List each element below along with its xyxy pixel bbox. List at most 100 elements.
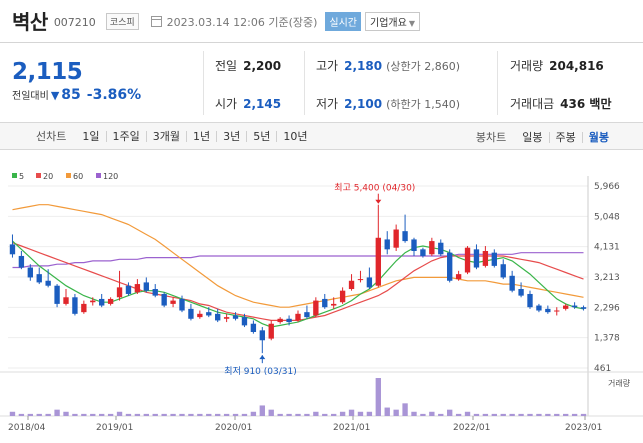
high-label: 고가	[316, 59, 339, 73]
candle-body	[223, 317, 230, 319]
low-label: 저가	[316, 97, 339, 111]
volume-bar	[536, 413, 542, 416]
legend-label-20: 20	[43, 172, 53, 181]
candle-body	[295, 313, 301, 321]
volume-bar	[223, 413, 230, 416]
candle-body	[304, 312, 310, 318]
volume-bar	[27, 413, 33, 416]
high-cell: 고가 2,180 (상한가 2,860)	[316, 57, 460, 74]
candle-body	[545, 308, 551, 313]
volume-bar	[580, 413, 587, 416]
tab-line-3y[interactable]: 3년	[216, 130, 246, 142]
tab-candle-weekly[interactable]: 주봉	[548, 131, 582, 143]
candle-body	[518, 289, 524, 296]
volume-bar	[545, 413, 551, 416]
volume-bar	[339, 411, 346, 416]
legend-swatch-120	[96, 173, 101, 178]
volume-bar	[571, 413, 578, 416]
volume-bar	[206, 413, 212, 416]
company-overview-button[interactable]: 기업개요 ▼	[365, 12, 420, 31]
tab-line-10y[interactable]: 10년	[276, 130, 313, 142]
candle-body	[331, 303, 337, 306]
candle-body	[232, 315, 239, 319]
volume-bar	[188, 413, 194, 416]
candle-body	[125, 285, 132, 294]
change-value: 85	[61, 87, 81, 103]
y-tick-label: 5,966	[594, 182, 620, 192]
volume-bar	[464, 411, 471, 416]
candle-body	[90, 300, 96, 303]
x-tick-label: 2018/04	[8, 423, 46, 433]
volume-bar	[9, 411, 16, 416]
volume-bar	[161, 413, 167, 416]
tab-line-1d[interactable]: 1일	[82, 129, 100, 143]
candle-body	[322, 298, 328, 308]
stock-chart-area: 5 20 60 120 5,966 5,048 4,131 3,213 2,296 1,378 46…	[0, 150, 643, 443]
volume-bar	[348, 409, 355, 416]
volume-bar	[63, 411, 69, 416]
candle-body	[134, 284, 141, 293]
volume-bar	[429, 411, 435, 416]
volume-bar	[99, 413, 105, 416]
legend-label-5: 5	[19, 172, 24, 181]
realtime-button[interactable]: 실시간	[325, 12, 362, 31]
volume-bar	[116, 411, 123, 416]
open-cell: 시가 2,145	[215, 95, 281, 112]
volume-bar	[473, 413, 480, 416]
candle-body	[464, 247, 471, 273]
volume-bar	[482, 413, 489, 416]
tab-line-3m[interactable]: 3개월	[145, 130, 186, 142]
volume-bar	[455, 413, 462, 416]
candle-body	[455, 274, 462, 280]
candle-body	[259, 330, 265, 341]
volume-bar	[384, 407, 390, 416]
candle-body	[571, 305, 578, 308]
tab-line-5y[interactable]: 5년	[246, 130, 276, 142]
prev-close-value: 2,200	[243, 59, 282, 73]
tab-candle-monthly[interactable]: 월봉	[581, 131, 615, 143]
volume-bar	[125, 413, 132, 416]
candle-body	[179, 298, 185, 311]
candle-body	[357, 279, 364, 281]
candle-body	[527, 293, 533, 308]
candle-body	[384, 239, 390, 250]
line-chart-title: 선차트	[36, 130, 67, 143]
candle-body	[393, 229, 399, 248]
y-tick-label: 461	[594, 364, 611, 374]
candle-body	[18, 255, 25, 268]
stock-name: 벽산	[12, 9, 48, 34]
volume-bar	[286, 413, 292, 416]
low-value: 2,100	[344, 97, 383, 111]
legend-label-120: 120	[103, 172, 118, 181]
candle-body	[215, 313, 221, 321]
prev-close-label: 전일	[215, 59, 238, 73]
quote-time: 2023.03.14 12:06 기준(장중)	[166, 15, 318, 29]
volume-bar	[90, 413, 96, 416]
volume-bar	[491, 413, 497, 416]
candle-body	[286, 318, 292, 323]
high-arrow-head	[375, 199, 382, 204]
amount-label: 거래대금	[510, 97, 555, 111]
change-label: 전일대비	[12, 91, 49, 102]
volume-bar	[500, 413, 506, 416]
tab-line-1w[interactable]: 1주일	[105, 130, 146, 142]
candle-body	[402, 231, 408, 242]
tab-candle-daily[interactable]: 일봉	[522, 130, 543, 144]
candle-body	[161, 293, 167, 306]
candle-body	[45, 280, 51, 286]
candle-body	[536, 305, 542, 311]
y-tick-label: 5,048	[594, 212, 620, 222]
candle-chart-title: 봉차트	[475, 131, 507, 144]
candle-body	[152, 289, 158, 296]
volume-bar	[45, 413, 51, 416]
volume-bar	[232, 413, 239, 416]
volume-bar	[375, 378, 381, 416]
candle-body	[447, 252, 453, 281]
y-tick-label: 1,378	[594, 334, 620, 344]
candle-body	[54, 285, 60, 304]
volume-cell: 거래량 204,816	[510, 57, 604, 74]
tab-line-1y[interactable]: 1년	[186, 130, 216, 142]
candle-body	[116, 287, 123, 298]
volume-bar	[268, 409, 274, 416]
volume-bar	[304, 413, 310, 416]
